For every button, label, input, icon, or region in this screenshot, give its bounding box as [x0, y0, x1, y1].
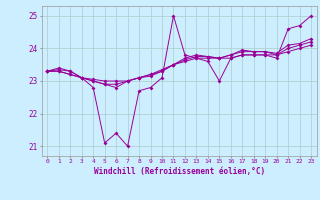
X-axis label: Windchill (Refroidissement éolien,°C): Windchill (Refroidissement éolien,°C): [94, 167, 265, 176]
